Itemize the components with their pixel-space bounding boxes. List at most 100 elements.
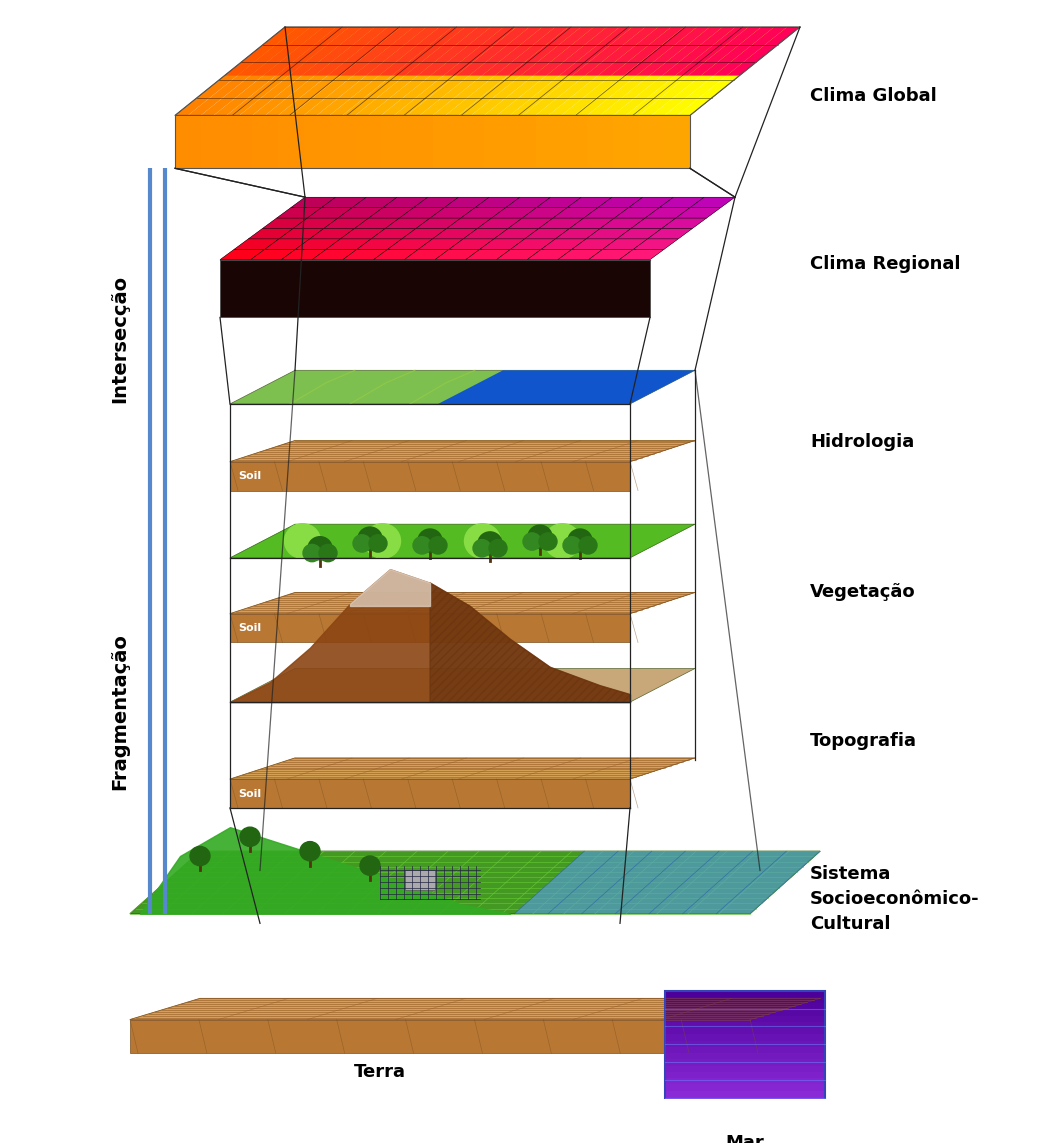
Polygon shape [252, 27, 376, 115]
Circle shape [240, 828, 260, 847]
Circle shape [523, 533, 541, 550]
Polygon shape [368, 27, 491, 115]
Polygon shape [230, 614, 630, 642]
Polygon shape [340, 229, 385, 239]
Bar [665, 1047, 825, 1053]
Polygon shape [330, 115, 355, 168]
Circle shape [473, 539, 491, 557]
Bar [665, 1085, 825, 1090]
Polygon shape [482, 27, 555, 75]
Polygon shape [527, 249, 572, 259]
Polygon shape [588, 249, 633, 259]
Bar [665, 1065, 825, 1072]
Polygon shape [533, 27, 606, 75]
Polygon shape [230, 525, 695, 558]
Polygon shape [613, 27, 735, 115]
Circle shape [579, 537, 597, 554]
Polygon shape [572, 239, 617, 249]
Bar [405, 871, 435, 889]
Polygon shape [188, 27, 311, 115]
Polygon shape [327, 239, 371, 249]
Polygon shape [560, 27, 633, 75]
Polygon shape [631, 218, 676, 229]
Polygon shape [476, 198, 520, 208]
Polygon shape [419, 27, 543, 115]
Polygon shape [265, 239, 310, 249]
Polygon shape [278, 115, 303, 168]
Circle shape [418, 529, 442, 552]
Polygon shape [447, 218, 492, 229]
Polygon shape [600, 218, 645, 229]
Polygon shape [394, 27, 517, 115]
Polygon shape [263, 218, 307, 229]
Bar [665, 1078, 825, 1085]
Bar [665, 1090, 825, 1097]
Bar [665, 1060, 825, 1065]
Polygon shape [495, 27, 568, 75]
Polygon shape [373, 249, 418, 259]
Circle shape [465, 523, 500, 558]
Polygon shape [676, 27, 748, 75]
Polygon shape [432, 115, 459, 168]
Polygon shape [239, 27, 362, 115]
Polygon shape [548, 27, 671, 115]
Polygon shape [265, 27, 388, 115]
Polygon shape [542, 239, 586, 249]
Polygon shape [432, 27, 555, 115]
Polygon shape [535, 115, 561, 168]
Polygon shape [379, 27, 452, 75]
Polygon shape [353, 27, 427, 75]
Polygon shape [381, 27, 504, 115]
Polygon shape [303, 115, 330, 168]
Polygon shape [558, 249, 602, 259]
Polygon shape [514, 852, 820, 913]
Text: Mar: Mar [726, 1134, 764, 1143]
Polygon shape [567, 198, 612, 208]
Polygon shape [277, 208, 321, 218]
Polygon shape [230, 370, 695, 403]
Polygon shape [369, 208, 414, 218]
Bar [665, 1040, 825, 1047]
Polygon shape [662, 218, 706, 229]
Polygon shape [230, 780, 630, 808]
Polygon shape [456, 27, 530, 75]
Polygon shape [383, 198, 428, 208]
Polygon shape [230, 462, 630, 490]
Polygon shape [555, 229, 600, 239]
Polygon shape [619, 249, 664, 259]
Polygon shape [510, 27, 633, 115]
Polygon shape [294, 218, 338, 229]
Polygon shape [201, 27, 323, 115]
Polygon shape [478, 218, 522, 229]
Text: Soil: Soil [238, 789, 261, 799]
Polygon shape [381, 115, 406, 168]
Polygon shape [263, 27, 336, 75]
Polygon shape [649, 27, 722, 75]
Polygon shape [230, 758, 695, 780]
Polygon shape [536, 198, 581, 208]
Circle shape [319, 544, 337, 561]
Polygon shape [664, 27, 787, 115]
Circle shape [307, 537, 332, 560]
Polygon shape [321, 198, 366, 208]
Polygon shape [366, 27, 439, 75]
Bar [665, 1022, 825, 1029]
Polygon shape [276, 27, 349, 75]
Text: Intersecção: Intersecção [111, 275, 130, 403]
Polygon shape [509, 218, 553, 229]
Polygon shape [492, 208, 536, 218]
Polygon shape [617, 229, 662, 239]
Polygon shape [615, 208, 660, 218]
Bar [665, 1103, 825, 1110]
Polygon shape [296, 239, 340, 249]
Polygon shape [638, 115, 664, 168]
Text: Fragmentação: Fragmentação [111, 633, 130, 790]
Polygon shape [463, 229, 509, 239]
Polygon shape [130, 998, 820, 1020]
Bar [665, 1097, 825, 1103]
Polygon shape [664, 115, 689, 168]
Polygon shape [525, 229, 569, 239]
Polygon shape [227, 27, 349, 115]
Polygon shape [392, 27, 465, 75]
Polygon shape [317, 27, 439, 115]
